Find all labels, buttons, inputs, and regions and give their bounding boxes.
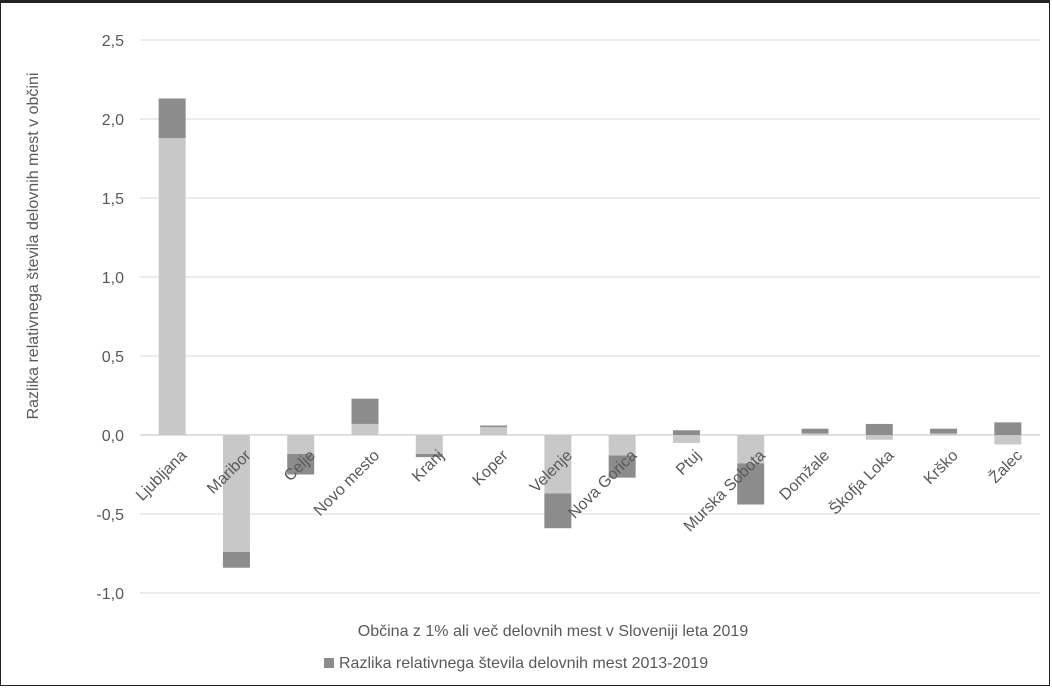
bar-segment-base [930,433,958,435]
bar-segment-base [801,433,829,435]
bar-segment-base [222,435,250,552]
bar-segment-difference [994,422,1022,435]
y-tick-label: 2,0 [102,112,124,129]
bar-segment-base [672,435,700,443]
x-category-label: Ljubljana [133,447,190,504]
x-axis-title: Občina z 1% ali več delovnih mest v Slov… [358,623,749,640]
bar-segment-difference [287,453,315,475]
x-category-label: Krško [921,447,962,488]
bar-segment-difference [415,453,443,458]
bar-segment-difference [737,463,765,505]
legend-label: Razlika relativnega števila delovnih mes… [339,655,708,672]
y-tick-label: -0,5 [96,507,124,524]
bar-segment-base [737,435,765,464]
x-category-label: Ptuj [673,447,705,479]
x-category-label: Koper [470,447,513,490]
bar-segment-difference [865,423,893,435]
bar-segment-base [608,435,636,456]
bar-segment-difference [672,430,700,435]
y-tick-label: 0,5 [102,349,124,366]
gridlines [140,39,1040,594]
y-tick-label: 2,5 [102,33,124,50]
y-tick-label: -1,0 [96,586,124,603]
x-category-label: Nova Gorica [565,447,640,522]
bar-segment-difference [801,428,829,434]
bar-segment-difference [351,398,379,424]
bar-segment-base [865,435,893,440]
x-category-label: Škofja Loka [825,446,898,519]
bar-segment-difference [930,428,958,434]
bar-segment-base [415,435,443,454]
y-tick-label: 1,0 [102,270,124,287]
y-tick-label: 0,0 [102,428,124,445]
bar-segment-base [544,435,572,494]
bar-segment-difference [608,455,636,478]
y-axis-ticks: -1,0 -0,5 0,0 0,5 1,0 1,5 2,0 2,5 [96,33,124,603]
bar-segment-difference [158,98,186,138]
x-category-label: Novo mesto [311,447,383,519]
x-category-label: Domžale [777,447,834,504]
bar-segment-base [287,435,315,454]
legend: Razlika relativnega števila delovnih mes… [324,655,708,672]
y-axis-title: Razlika relativnega števila delovnih mes… [25,73,42,420]
legend-swatch [324,658,334,668]
y-tick-label: 1,5 [102,191,124,208]
bar-segment-base [994,435,1022,445]
bar-segment-difference [480,425,508,428]
bar-segment-base [158,137,186,435]
bar-segment-difference [222,551,250,568]
bar-segment-difference [544,493,572,529]
bar-segment-base [480,427,508,435]
x-category-label: Žalec [985,446,1026,487]
bars [158,98,1022,568]
bar-segment-base [351,423,379,435]
